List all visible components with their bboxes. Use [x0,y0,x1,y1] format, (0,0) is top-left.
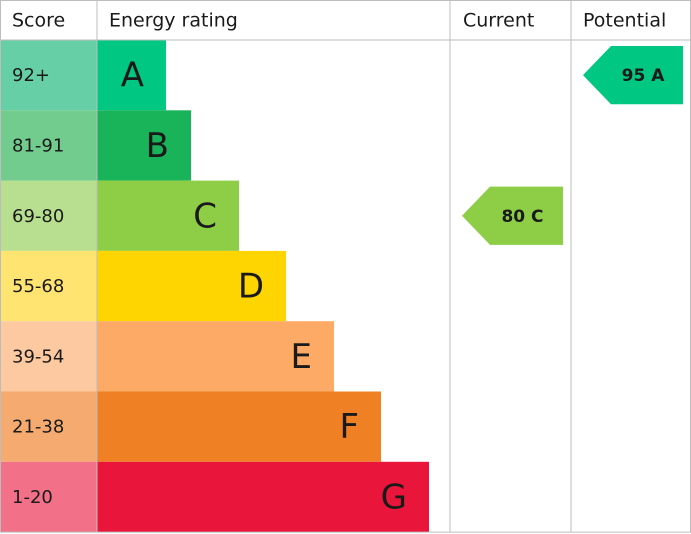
column-header: Current [463,10,534,32]
rating-letter: B [146,126,169,166]
rating-bar [97,110,191,181]
column-header: Energy rating [109,10,238,32]
rating-bar [97,391,381,462]
rating-letter: D [238,267,264,307]
score-label: 92+ [12,65,50,86]
potential-label: 95 A [622,66,666,86]
rating-bar [97,250,286,322]
score-cell [0,391,97,462]
score-label: 81-91 [12,135,64,156]
potential-arrow [583,46,683,105]
score-cell [0,40,97,111]
score-cell [0,461,97,533]
score-cell [0,250,97,322]
current-arrow [462,186,563,245]
score-cell [0,110,97,181]
rating-letter: E [291,337,312,377]
score-label: 21-38 [12,417,64,438]
score-cell [0,321,97,392]
rating-bar [97,180,239,251]
rating-bar [97,321,334,392]
rating-letter: F [339,407,359,447]
current-label: 80 C [501,207,543,227]
column-header: Potential [583,10,666,32]
score-label: 55-68 [12,276,64,297]
score-label: 1-20 [12,487,53,508]
rating-letter: A [121,56,144,96]
score-label: 69-80 [12,206,64,227]
rating-letter: C [193,196,217,236]
rating-letter: G [381,477,407,517]
column-header: Score [12,10,65,32]
rating-bar [97,461,429,533]
score-label: 39-54 [12,346,64,367]
score-cell [0,180,97,251]
rating-bar [97,40,166,111]
